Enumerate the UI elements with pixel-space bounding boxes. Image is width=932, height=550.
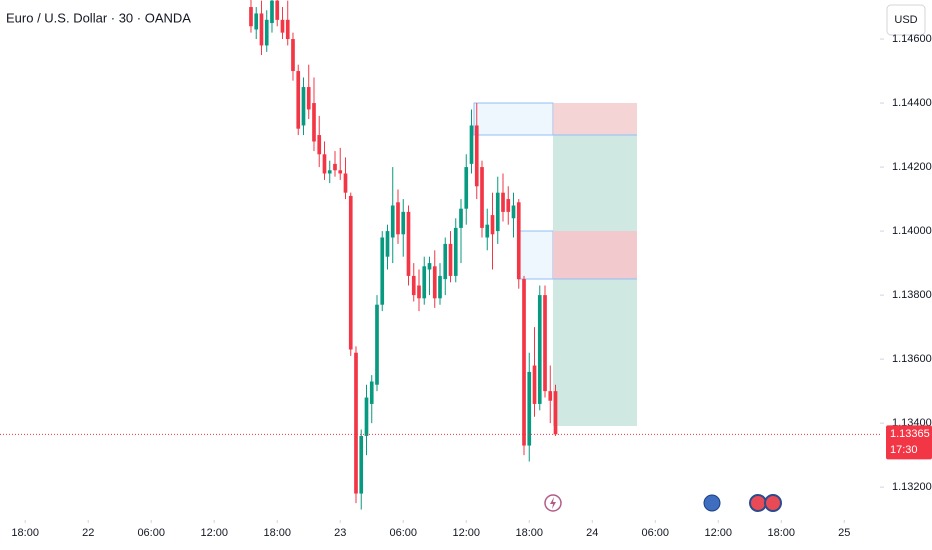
x-tick-label: 23 bbox=[334, 527, 346, 539]
candle-body bbox=[459, 208, 463, 228]
candle-body bbox=[359, 435, 364, 494]
chart-title: Euro / U.S. Dollar · 30 · OANDA bbox=[6, 10, 191, 25]
x-tick-label: 22 bbox=[82, 527, 94, 539]
candle-body bbox=[522, 279, 526, 446]
candle-body bbox=[306, 87, 311, 110]
x-tick-label: 06:00 bbox=[642, 527, 670, 539]
candle-body bbox=[312, 103, 316, 142]
candle-body bbox=[480, 167, 484, 228]
candle-body bbox=[249, 7, 253, 27]
candle-body bbox=[280, 19, 285, 33]
candle-body bbox=[369, 381, 374, 404]
candle-body bbox=[464, 167, 469, 209]
last-price-label: 1.13365 bbox=[890, 428, 930, 440]
candle-body bbox=[543, 295, 547, 392]
entry-zone bbox=[473, 102, 554, 136]
event-icon[interactable] bbox=[703, 494, 721, 512]
countdown-label: 17:30 bbox=[890, 444, 918, 456]
candle-body bbox=[474, 125, 479, 187]
candle-body bbox=[422, 266, 427, 299]
stop-zone bbox=[553, 103, 637, 135]
x-tick-label: 06:00 bbox=[137, 527, 165, 539]
candle-body bbox=[275, 0, 280, 20]
candle-body bbox=[417, 285, 421, 299]
stop-zone bbox=[553, 231, 637, 279]
candle-body bbox=[438, 275, 442, 299]
candle-body bbox=[364, 397, 369, 436]
target-zone bbox=[553, 135, 637, 426]
candle-body bbox=[537, 295, 542, 404]
x-tick-label: 12:00 bbox=[705, 527, 733, 539]
candle-body bbox=[380, 237, 385, 305]
y-tick-label: 1.13800 bbox=[892, 289, 932, 301]
candle-body bbox=[432, 266, 437, 299]
currency-label: USD bbox=[894, 14, 917, 26]
x-tick-label: 12:00 bbox=[452, 527, 480, 539]
y-tick-label: 1.14200 bbox=[892, 161, 932, 173]
event-icon-glyph bbox=[550, 497, 556, 509]
y-tick-label: 1.13600 bbox=[892, 353, 932, 365]
candle-body bbox=[411, 275, 416, 296]
x-tick-label: 06:00 bbox=[389, 527, 417, 539]
x-tick-label: 25 bbox=[838, 527, 850, 539]
candle-body bbox=[495, 192, 500, 232]
candle-body bbox=[285, 19, 290, 40]
candle-body bbox=[333, 163, 337, 171]
candle-body bbox=[448, 243, 453, 276]
last-price-tag bbox=[886, 425, 932, 460]
candle-body bbox=[516, 202, 521, 280]
x-tick-label: 18:00 bbox=[768, 527, 796, 539]
event-icon[interactable] bbox=[749, 494, 767, 512]
plot-area bbox=[249, 0, 558, 510]
y-tick-label: 1.14000 bbox=[892, 225, 932, 237]
candle-body bbox=[327, 170, 332, 174]
candle-body bbox=[338, 170, 343, 174]
candle-body bbox=[501, 192, 505, 212]
y-tick-label: 1.14400 bbox=[892, 97, 932, 109]
candle-body bbox=[453, 227, 458, 276]
candle-body bbox=[291, 39, 295, 72]
candle-body bbox=[296, 71, 301, 129]
candle-body bbox=[317, 135, 322, 155]
candle-body bbox=[354, 352, 358, 494]
x-tick-label: 24 bbox=[586, 527, 598, 539]
candle-body bbox=[264, 19, 269, 46]
entry-zone bbox=[517, 230, 554, 280]
candle-body bbox=[396, 202, 400, 235]
x-tick-label: 12:00 bbox=[200, 527, 228, 539]
candle-body bbox=[532, 365, 537, 404]
candle-body bbox=[485, 224, 490, 238]
candle-body bbox=[301, 87, 306, 126]
x-tick-label: 18:00 bbox=[515, 527, 543, 539]
candle-body bbox=[527, 371, 532, 446]
event-icon[interactable] bbox=[764, 494, 782, 512]
x-tick-label: 18:00 bbox=[263, 527, 291, 539]
candle-body bbox=[469, 125, 474, 164]
candle-body bbox=[490, 215, 495, 235]
candle-body bbox=[511, 205, 516, 219]
candle-body bbox=[343, 173, 348, 193]
candle-body bbox=[270, 0, 274, 24]
candle-body bbox=[406, 211, 411, 276]
candle-body bbox=[259, 13, 264, 46]
y-tick-label: 1.13200 bbox=[892, 481, 932, 493]
candle-body bbox=[506, 199, 511, 212]
candle-body bbox=[401, 211, 406, 235]
candle-body bbox=[348, 195, 353, 350]
candle-body bbox=[548, 391, 553, 401]
candle-body bbox=[375, 304, 379, 385]
candle-body bbox=[322, 154, 327, 174]
candle-body bbox=[390, 205, 395, 238]
candle-body bbox=[443, 243, 448, 280]
currency-button[interactable] bbox=[886, 4, 926, 36]
candle-body bbox=[385, 231, 390, 257]
x-tick-label: 18:00 bbox=[11, 527, 39, 539]
candle-body bbox=[553, 391, 558, 435]
y-tick-label: 1.14600 bbox=[892, 33, 932, 45]
candle-body bbox=[427, 263, 432, 270]
candle-body bbox=[254, 13, 259, 30]
